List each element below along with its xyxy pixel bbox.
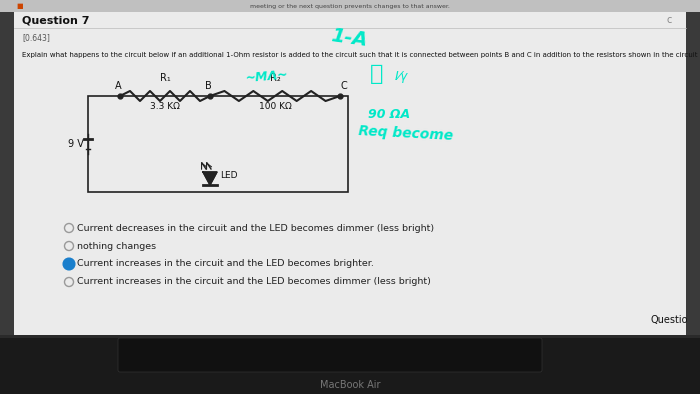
Text: R₁: R₁ xyxy=(160,73,170,83)
Text: Current increases in the circuit and the LED becomes dimmer (less bright): Current increases in the circuit and the… xyxy=(77,277,431,286)
Text: R₂: R₂ xyxy=(270,73,281,83)
Text: A: A xyxy=(115,81,121,91)
Text: ~ΜΛ~: ~ΜΛ~ xyxy=(245,68,289,85)
Text: ⧄: ⧄ xyxy=(370,64,384,84)
FancyBboxPatch shape xyxy=(118,338,542,372)
Text: MacBook Air: MacBook Air xyxy=(320,380,380,390)
Text: 1-A: 1-A xyxy=(330,26,369,50)
Polygon shape xyxy=(203,172,217,185)
Bar xyxy=(0,338,700,394)
Text: Current increases in the circuit and the LED becomes brighter.: Current increases in the circuit and the… xyxy=(77,260,374,268)
Text: Question 7: Question 7 xyxy=(22,15,90,25)
Bar xyxy=(0,335,700,343)
Circle shape xyxy=(64,259,74,269)
Text: 3.3 KΩ: 3.3 KΩ xyxy=(150,102,180,110)
Text: Explain what happens to the circuit below if an additional 1-Ohm resistor is add: Explain what happens to the circuit belo… xyxy=(22,52,700,58)
Text: 90 ΩA: 90 ΩA xyxy=(368,108,410,121)
Text: Questio: Questio xyxy=(650,315,688,325)
Text: [0.643]: [0.643] xyxy=(22,33,50,43)
Bar xyxy=(14,8,686,338)
Bar xyxy=(88,96,348,192)
Text: Req become: Req become xyxy=(358,124,454,143)
Text: I⁄γ: I⁄γ xyxy=(395,70,408,83)
Text: B: B xyxy=(204,81,211,91)
Text: ■: ■ xyxy=(17,3,23,9)
Text: LED: LED xyxy=(220,171,237,180)
Text: meeting or the next question prevents changes to that answer.: meeting or the next question prevents ch… xyxy=(250,4,450,9)
Bar xyxy=(0,0,700,12)
Text: 9 V: 9 V xyxy=(68,139,84,149)
Text: C: C xyxy=(341,81,347,91)
Text: c: c xyxy=(666,15,672,25)
Text: nothing changes: nothing changes xyxy=(77,242,156,251)
Text: 100 KΩ: 100 KΩ xyxy=(258,102,291,110)
Text: Current decreases in the circuit and the LED becomes dimmer (less bright): Current decreases in the circuit and the… xyxy=(77,223,434,232)
